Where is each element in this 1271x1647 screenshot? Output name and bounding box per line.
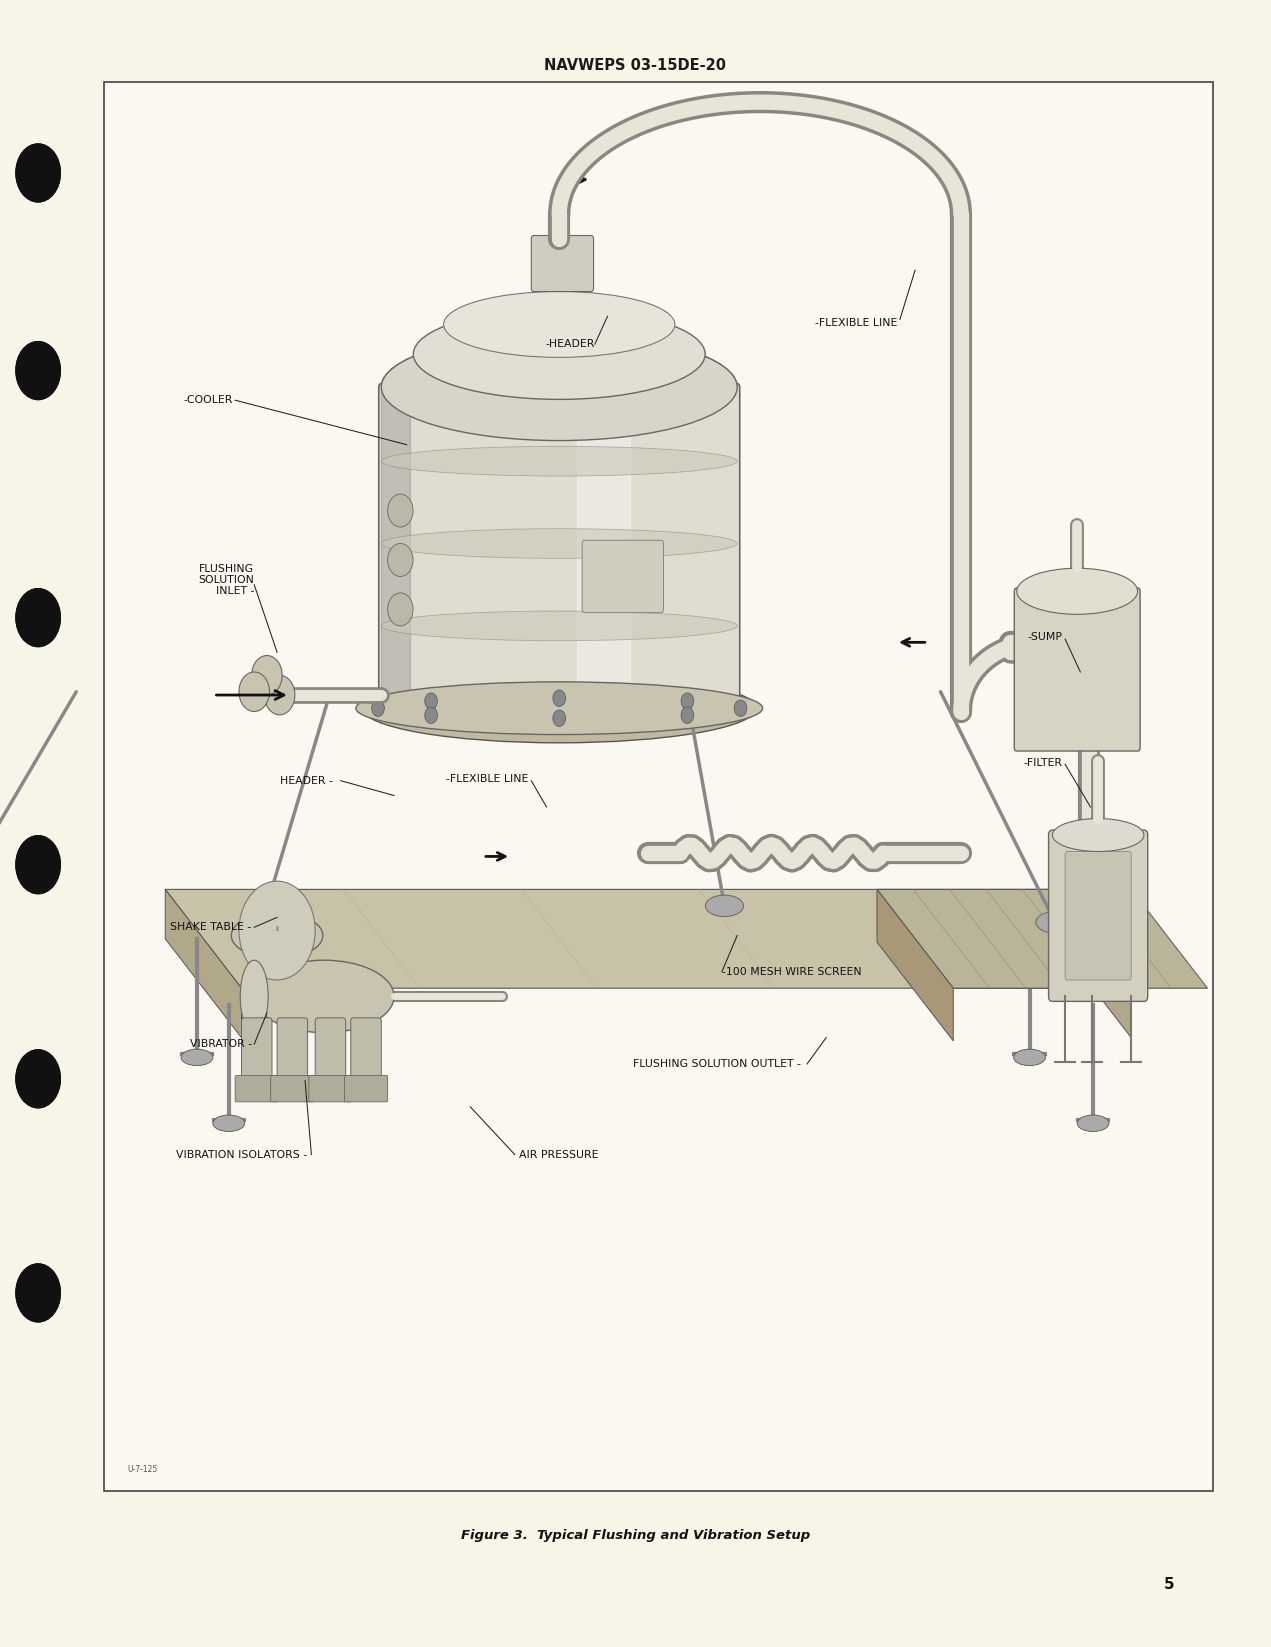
- FancyBboxPatch shape: [309, 1075, 352, 1102]
- FancyBboxPatch shape: [277, 1018, 308, 1084]
- Polygon shape: [1055, 889, 1131, 1038]
- Text: SHAKE TABLE -: SHAKE TABLE -: [170, 922, 252, 932]
- Ellipse shape: [1052, 819, 1144, 851]
- Circle shape: [239, 672, 269, 712]
- Text: II: II: [275, 926, 280, 932]
- Circle shape: [388, 593, 413, 626]
- Text: -HEADER: -HEADER: [545, 339, 595, 349]
- Circle shape: [388, 544, 413, 576]
- Circle shape: [15, 835, 61, 894]
- Ellipse shape: [381, 333, 737, 441]
- Text: VIBRATOR -: VIBRATOR -: [189, 1039, 252, 1049]
- Ellipse shape: [231, 912, 323, 959]
- FancyBboxPatch shape: [379, 384, 740, 712]
- Text: FLUSHING
SOLUTION
INLET -: FLUSHING SOLUTION INLET -: [198, 563, 254, 596]
- Circle shape: [553, 690, 566, 707]
- Circle shape: [15, 341, 61, 400]
- Circle shape: [239, 881, 315, 980]
- FancyBboxPatch shape: [241, 1018, 272, 1084]
- Circle shape: [252, 656, 282, 695]
- Ellipse shape: [444, 292, 675, 357]
- Ellipse shape: [381, 333, 737, 441]
- FancyBboxPatch shape: [351, 1018, 381, 1084]
- Ellipse shape: [214, 1115, 244, 1131]
- Circle shape: [371, 700, 384, 716]
- Circle shape: [15, 835, 61, 894]
- Ellipse shape: [1036, 912, 1074, 932]
- Circle shape: [15, 1049, 61, 1108]
- Polygon shape: [165, 889, 241, 1038]
- FancyBboxPatch shape: [271, 1075, 314, 1102]
- Ellipse shape: [1017, 568, 1138, 614]
- Circle shape: [15, 1263, 61, 1323]
- Circle shape: [264, 675, 295, 715]
- Circle shape: [735, 700, 747, 716]
- Ellipse shape: [413, 310, 705, 399]
- Ellipse shape: [243, 912, 281, 932]
- Text: -COOLER: -COOLER: [183, 395, 233, 405]
- Circle shape: [681, 707, 694, 723]
- FancyBboxPatch shape: [531, 236, 594, 292]
- Text: FLUSHING SOLUTION OUTLET -: FLUSHING SOLUTION OUTLET -: [633, 1059, 801, 1069]
- FancyBboxPatch shape: [1049, 830, 1148, 1001]
- FancyBboxPatch shape: [582, 540, 663, 613]
- Circle shape: [15, 143, 61, 203]
- Text: -100 MESH WIRE SCREEN: -100 MESH WIRE SCREEN: [722, 967, 862, 977]
- Circle shape: [388, 494, 413, 527]
- Polygon shape: [165, 889, 1131, 988]
- Ellipse shape: [254, 960, 394, 1033]
- FancyBboxPatch shape: [315, 1018, 346, 1084]
- FancyBboxPatch shape: [344, 1075, 388, 1102]
- Text: HEADER -: HEADER -: [280, 776, 333, 786]
- Text: NAVWEPS 03-15DE-20: NAVWEPS 03-15DE-20: [544, 58, 727, 72]
- Ellipse shape: [381, 529, 737, 558]
- Text: -SUMP: -SUMP: [1027, 632, 1063, 642]
- Text: 5: 5: [1164, 1576, 1174, 1593]
- Text: U-7-125: U-7-125: [127, 1464, 158, 1474]
- Circle shape: [15, 588, 61, 647]
- FancyBboxPatch shape: [1065, 851, 1131, 980]
- Circle shape: [15, 143, 61, 203]
- Circle shape: [553, 710, 566, 726]
- Ellipse shape: [381, 611, 737, 641]
- Circle shape: [425, 707, 437, 723]
- Text: Figure 3.  Typical Flushing and Vibration Setup: Figure 3. Typical Flushing and Vibration…: [461, 1528, 810, 1542]
- FancyBboxPatch shape: [235, 1075, 278, 1102]
- Polygon shape: [877, 889, 1207, 988]
- FancyBboxPatch shape: [1014, 588, 1140, 751]
- Text: -FLEXIBLE LINE: -FLEXIBLE LINE: [815, 318, 897, 328]
- Ellipse shape: [182, 1049, 212, 1066]
- Ellipse shape: [1077, 1115, 1108, 1131]
- Circle shape: [15, 1049, 61, 1108]
- Circle shape: [15, 341, 61, 400]
- Circle shape: [15, 1263, 61, 1323]
- Ellipse shape: [705, 896, 744, 916]
- Ellipse shape: [356, 682, 763, 735]
- Ellipse shape: [362, 674, 756, 743]
- Bar: [104, 82, 1213, 1491]
- Polygon shape: [577, 404, 630, 692]
- Ellipse shape: [381, 446, 737, 476]
- Text: -FLEXIBLE LINE: -FLEXIBLE LINE: [446, 774, 529, 784]
- Ellipse shape: [240, 960, 268, 1033]
- Circle shape: [425, 693, 437, 710]
- Circle shape: [15, 588, 61, 647]
- Ellipse shape: [1014, 1049, 1045, 1066]
- Text: AIR PRESSURE: AIR PRESSURE: [519, 1150, 599, 1159]
- Text: -FILTER: -FILTER: [1023, 758, 1063, 768]
- Polygon shape: [381, 387, 409, 708]
- Circle shape: [681, 693, 694, 710]
- Text: VIBRATION ISOLATORS -: VIBRATION ISOLATORS -: [177, 1150, 308, 1159]
- Polygon shape: [877, 889, 953, 1041]
